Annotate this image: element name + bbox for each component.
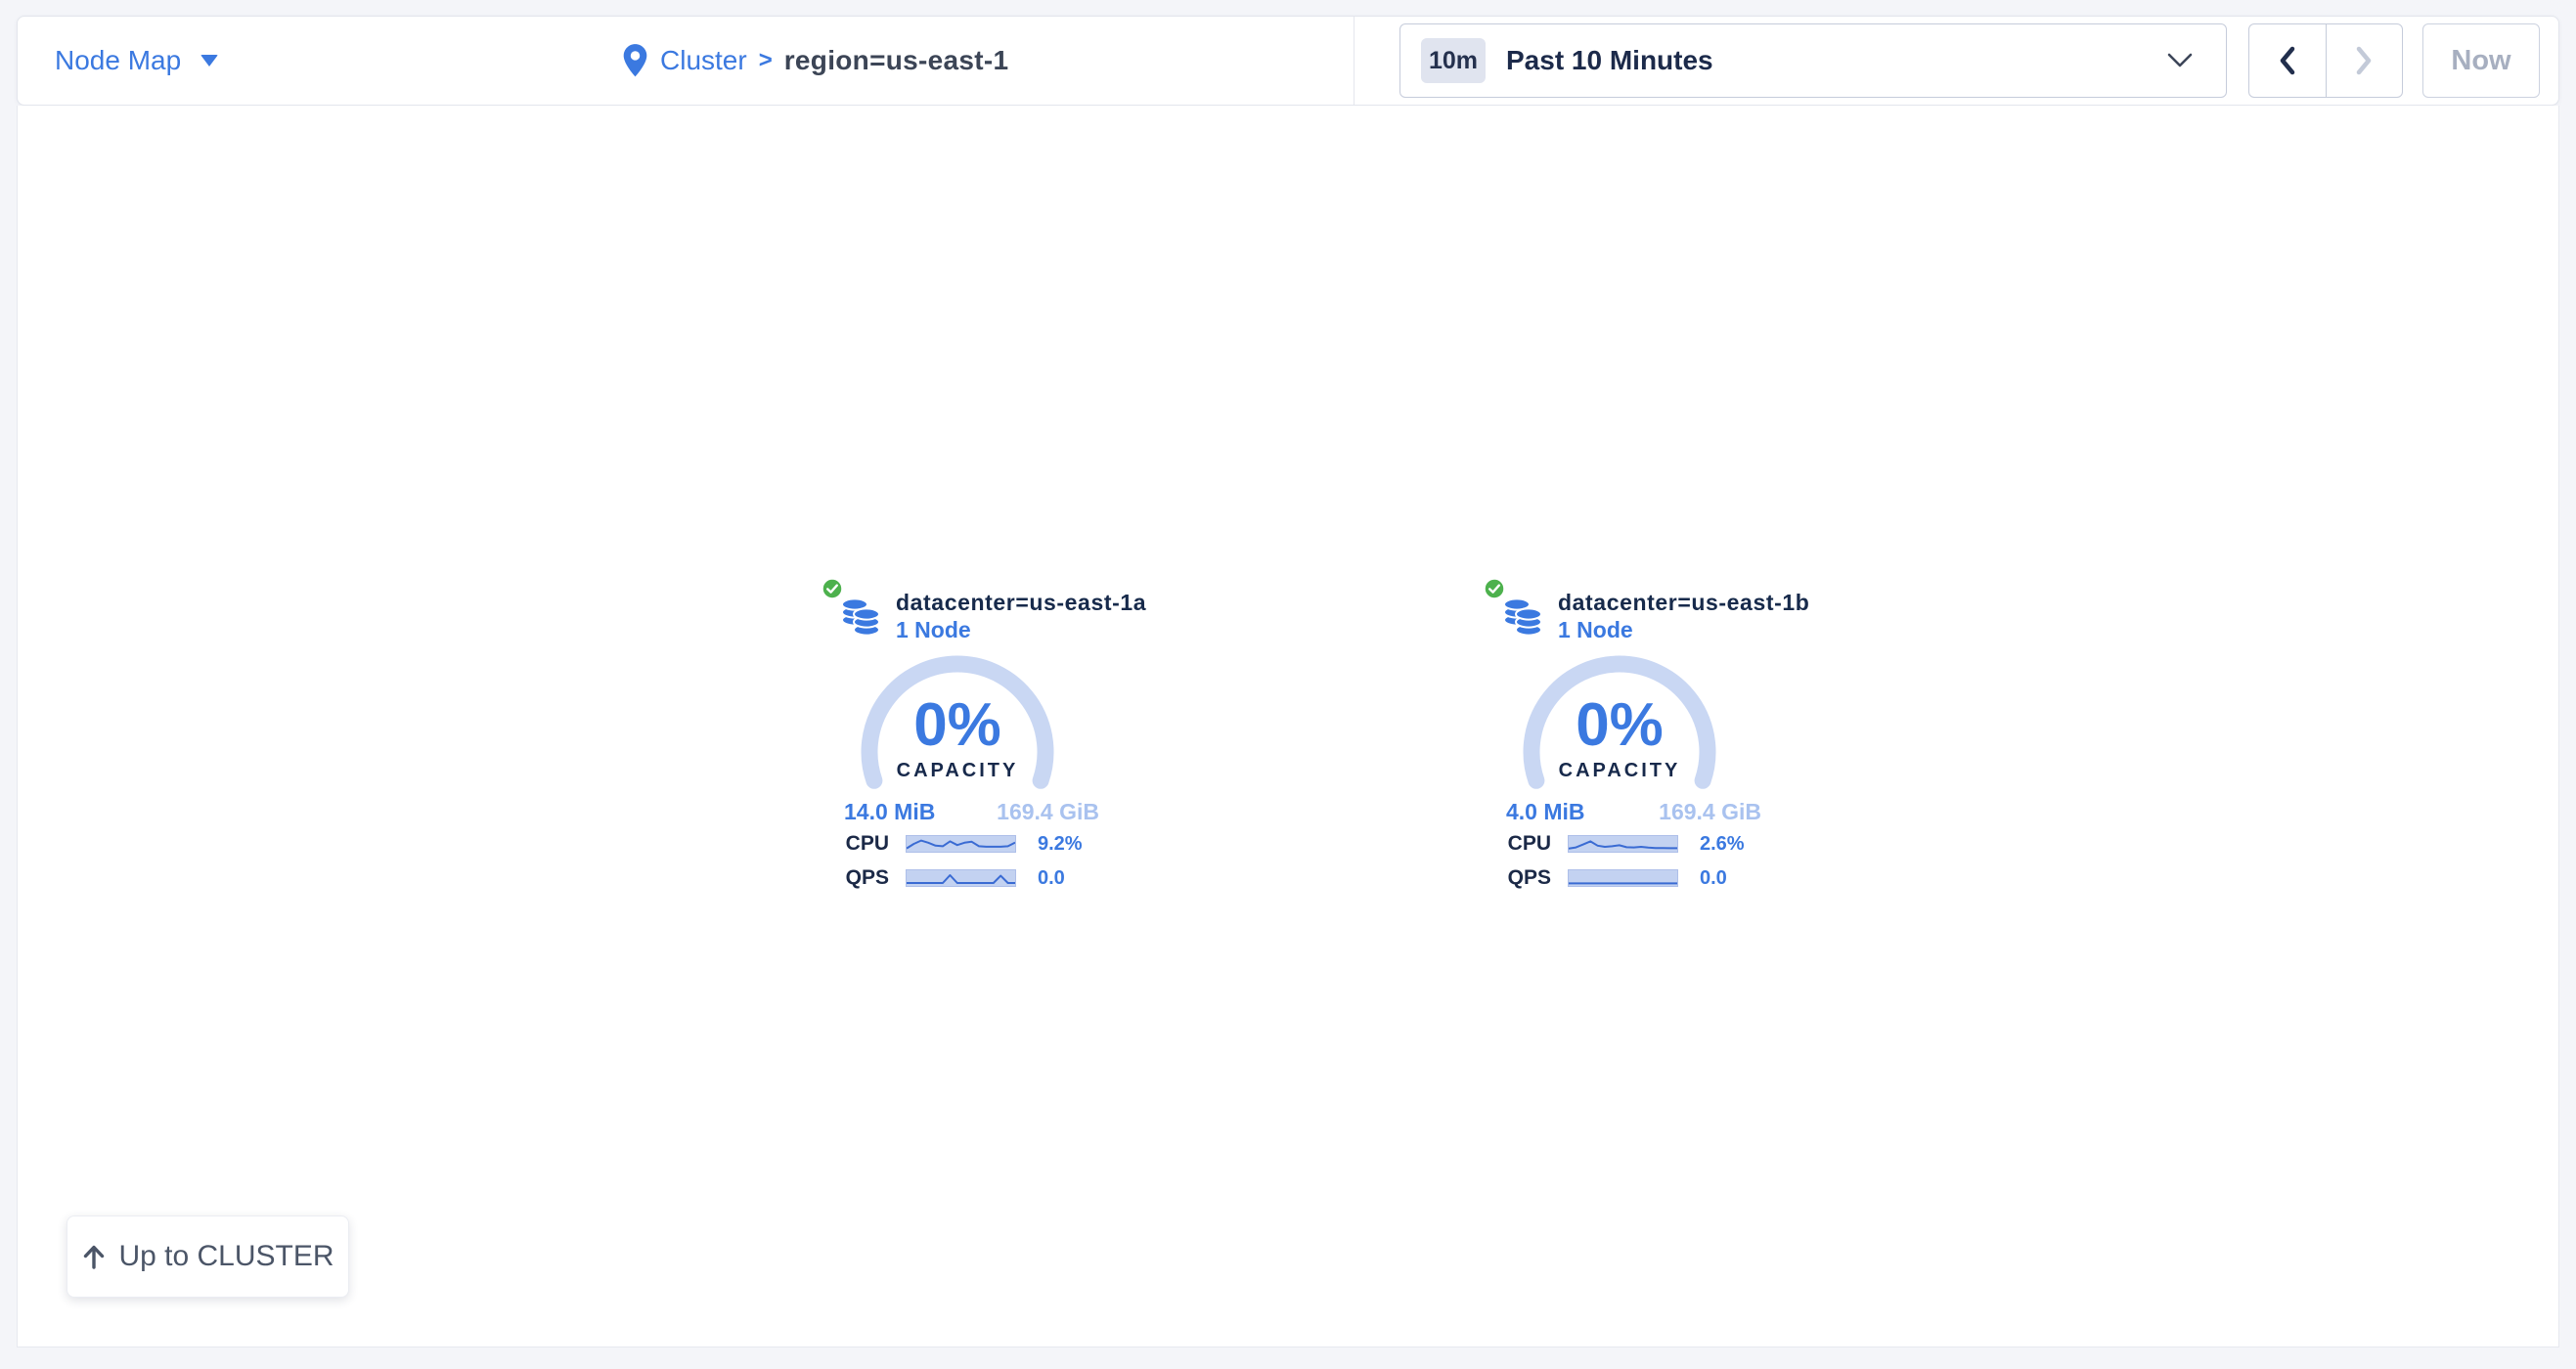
qps-value: 0.0 <box>1700 866 1727 889</box>
cpu-metric-row: CPU 9.2% <box>822 832 1083 855</box>
datacenter-stack-icon <box>841 597 880 637</box>
capacity-total: 169.4 GiB <box>1659 799 1761 824</box>
datacenter-node-count: 1 Node <box>896 617 971 642</box>
chevron-down-icon <box>2167 53 2193 67</box>
cpu-sparkline <box>1568 835 1678 853</box>
arrow-up-icon <box>84 1245 105 1269</box>
qps-label: QPS <box>845 866 889 889</box>
cpu-value: 2.6% <box>1700 832 1745 855</box>
view-mode-label: Node Map <box>55 45 182 75</box>
datacenter-card-us-east-1a[interactable]: datacenter=us-east-1a 1 Node 0% CAPACITY… <box>822 572 1146 897</box>
time-window-badge: 10m <box>1421 38 1486 83</box>
capacity-used: 14.0 MiB <box>844 799 936 824</box>
capacity-total: 169.4 GiB <box>997 799 1099 824</box>
time-forward-button[interactable] <box>2325 24 2403 97</box>
capacity-used: 4.0 MiB <box>1506 799 1585 824</box>
qps-sparkline <box>906 869 1016 887</box>
capacity-caption: CAPACITY <box>896 760 1019 781</box>
qps-value: 0.0 <box>1038 866 1065 889</box>
caret-down-icon <box>200 55 219 66</box>
chevron-right-icon <box>2357 46 2372 75</box>
up-to-cluster-button[interactable]: Up to CLUSTER <box>67 1215 349 1298</box>
capacity-gauge-arc <box>1523 655 1716 789</box>
time-window-selector[interactable]: 10m Past 10 Minutes <box>1399 23 2227 98</box>
qps-sparkline <box>1568 869 1678 887</box>
node-map-canvas: datacenter=us-east-1a 1 Node 0% CAPACITY… <box>17 106 2559 1347</box>
datacenter-node-count: 1 Node <box>1558 617 1633 642</box>
now-button[interactable]: Now <box>2422 23 2540 98</box>
datacenter-card-us-east-1b[interactable]: datacenter=us-east-1b 1 Node 0% CAPACITY… <box>1484 572 1809 897</box>
breadcrumb: Cluster > region=us-east-1 <box>622 17 1008 105</box>
datacenter-stack-icon <box>1503 597 1542 637</box>
time-back-button[interactable] <box>2249 24 2326 97</box>
cpu-label: CPU <box>1507 832 1551 855</box>
top-toolbar: Node Map Cluster > region=us-east-1 10m … <box>17 16 2559 106</box>
healthy-check-icon <box>1484 578 1505 599</box>
toolbar-divider <box>1354 17 1355 105</box>
qps-metric-row: QPS 0.0 <box>1484 866 1727 889</box>
breadcrumb-cluster-link[interactable]: Cluster <box>660 45 747 75</box>
datacenter-name: datacenter=us-east-1a <box>896 590 1147 615</box>
cpu-label: CPU <box>845 832 889 855</box>
datacenter-name: datacenter=us-east-1b <box>1558 590 1810 615</box>
healthy-check-icon <box>822 578 843 599</box>
view-mode-dropdown[interactable]: Node Map <box>55 17 219 105</box>
capacity-values-row: 14.0 MiB 169.4 GiB <box>844 799 1099 824</box>
breadcrumb-current-locality: region=us-east-1 <box>783 45 1009 75</box>
capacity-percent: 0% <box>1576 691 1664 759</box>
qps-metric-row: QPS 0.0 <box>822 866 1065 889</box>
cpu-value: 9.2% <box>1038 832 1083 855</box>
time-window-label: Past 10 Minutes <box>1506 45 1713 75</box>
capacity-percent: 0% <box>913 691 1001 759</box>
cpu-sparkline <box>906 835 1016 853</box>
up-to-cluster-label: Up to CLUSTER <box>118 1240 334 1272</box>
qps-label: QPS <box>1507 866 1551 889</box>
chevron-left-icon <box>2280 46 2294 75</box>
time-nav-arrows <box>2248 23 2403 98</box>
capacity-caption: CAPACITY <box>1558 760 1681 781</box>
breadcrumb-separator: > <box>758 47 773 73</box>
location-pin-icon <box>623 44 647 77</box>
capacity-gauge-arc <box>861 655 1054 789</box>
cpu-metric-row: CPU 2.6% <box>1484 832 1745 855</box>
capacity-values-row: 4.0 MiB 169.4 GiB <box>1506 799 1761 824</box>
